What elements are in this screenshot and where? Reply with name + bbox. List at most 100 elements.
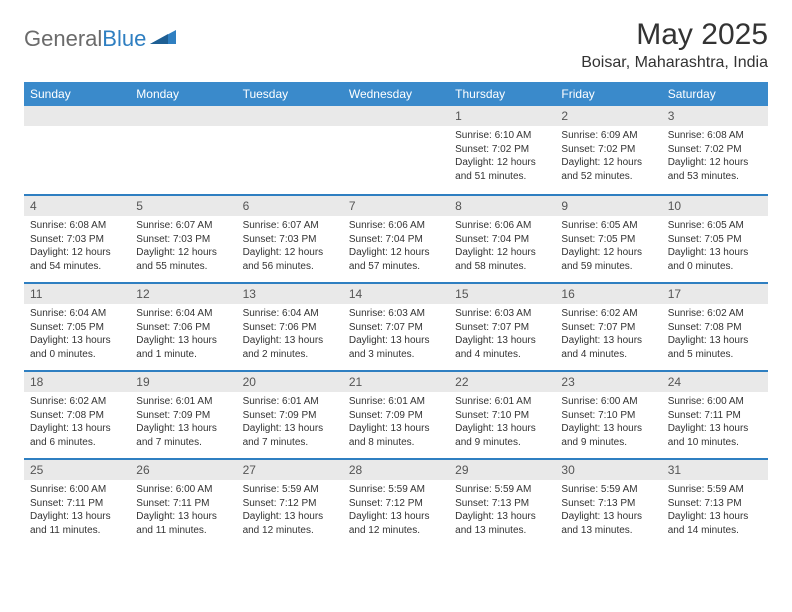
sunrise-text: Sunrise: 5:59 AM bbox=[349, 483, 443, 497]
daylight-text: Daylight: 13 hours and 11 minutes. bbox=[136, 510, 230, 537]
daylight-text: Daylight: 13 hours and 4 minutes. bbox=[455, 334, 549, 361]
daylight-text: Daylight: 13 hours and 7 minutes. bbox=[136, 422, 230, 449]
daylight-text: Daylight: 12 hours and 51 minutes. bbox=[455, 156, 549, 183]
sunrise-text: Sunrise: 6:06 AM bbox=[455, 219, 549, 233]
daylight-text: Daylight: 12 hours and 53 minutes. bbox=[668, 156, 762, 183]
daylight-text: Daylight: 13 hours and 10 minutes. bbox=[668, 422, 762, 449]
calendar-cell bbox=[237, 106, 343, 194]
calendar-cell bbox=[130, 106, 236, 194]
daylight-text: Daylight: 12 hours and 55 minutes. bbox=[136, 246, 230, 273]
calendar-page: GeneralBlue May 2025 Boisar, Maharashtra… bbox=[0, 0, 792, 546]
calendar-cell bbox=[343, 106, 449, 194]
sunset-text: Sunset: 7:07 PM bbox=[455, 321, 549, 335]
dow-monday: Monday bbox=[130, 82, 236, 106]
calendar-cell: 28Sunrise: 5:59 AMSunset: 7:12 PMDayligh… bbox=[343, 458, 449, 546]
day-number: 21 bbox=[343, 372, 449, 392]
day-body: Sunrise: 6:00 AMSunset: 7:11 PMDaylight:… bbox=[24, 480, 130, 537]
day-body: Sunrise: 5:59 AMSunset: 7:13 PMDaylight:… bbox=[555, 480, 661, 537]
calendar-cell: 11Sunrise: 6:04 AMSunset: 7:05 PMDayligh… bbox=[24, 282, 130, 370]
dow-tuesday: Tuesday bbox=[237, 82, 343, 106]
day-body: Sunrise: 5:59 AMSunset: 7:13 PMDaylight:… bbox=[449, 480, 555, 537]
sunrise-text: Sunrise: 6:04 AM bbox=[136, 307, 230, 321]
daylight-text: Daylight: 13 hours and 1 minute. bbox=[136, 334, 230, 361]
calendar-cell: 4Sunrise: 6:08 AMSunset: 7:03 PMDaylight… bbox=[24, 194, 130, 282]
day-body: Sunrise: 5:59 AMSunset: 7:12 PMDaylight:… bbox=[237, 480, 343, 537]
sunrise-text: Sunrise: 6:00 AM bbox=[136, 483, 230, 497]
sunset-text: Sunset: 7:02 PM bbox=[561, 143, 655, 157]
sunset-text: Sunset: 7:12 PM bbox=[243, 497, 337, 511]
sunrise-text: Sunrise: 6:02 AM bbox=[668, 307, 762, 321]
day-number: 30 bbox=[555, 460, 661, 480]
dow-sunday: Sunday bbox=[24, 82, 130, 106]
day-number: 29 bbox=[449, 460, 555, 480]
sunset-text: Sunset: 7:05 PM bbox=[561, 233, 655, 247]
location-subtitle: Boisar, Maharashtra, India bbox=[581, 54, 768, 72]
sunrise-text: Sunrise: 6:08 AM bbox=[668, 129, 762, 143]
daylight-text: Daylight: 13 hours and 11 minutes. bbox=[30, 510, 124, 537]
day-body: Sunrise: 6:01 AMSunset: 7:09 PMDaylight:… bbox=[343, 392, 449, 449]
day-number: 27 bbox=[237, 460, 343, 480]
calendar-cell: 10Sunrise: 6:05 AMSunset: 7:05 PMDayligh… bbox=[662, 194, 768, 282]
calendar-cell: 18Sunrise: 6:02 AMSunset: 7:08 PMDayligh… bbox=[24, 370, 130, 458]
calendar-cell: 6Sunrise: 6:07 AMSunset: 7:03 PMDaylight… bbox=[237, 194, 343, 282]
day-of-week-row: Sunday Monday Tuesday Wednesday Thursday… bbox=[24, 82, 768, 106]
sunrise-text: Sunrise: 6:01 AM bbox=[243, 395, 337, 409]
sunrise-text: Sunrise: 5:59 AM bbox=[455, 483, 549, 497]
day-number: 7 bbox=[343, 196, 449, 216]
title-block: May 2025 Boisar, Maharashtra, India bbox=[581, 18, 768, 72]
calendar-cell: 9Sunrise: 6:05 AMSunset: 7:05 PMDaylight… bbox=[555, 194, 661, 282]
month-title: May 2025 bbox=[581, 18, 768, 52]
day-number bbox=[237, 106, 343, 126]
day-number: 5 bbox=[130, 196, 236, 216]
daylight-text: Daylight: 13 hours and 8 minutes. bbox=[349, 422, 443, 449]
day-body: Sunrise: 6:06 AMSunset: 7:04 PMDaylight:… bbox=[449, 216, 555, 273]
day-body: Sunrise: 5:59 AMSunset: 7:13 PMDaylight:… bbox=[662, 480, 768, 537]
day-body: Sunrise: 6:04 AMSunset: 7:05 PMDaylight:… bbox=[24, 304, 130, 361]
sunrise-text: Sunrise: 6:01 AM bbox=[136, 395, 230, 409]
daylight-text: Daylight: 12 hours and 57 minutes. bbox=[349, 246, 443, 273]
daylight-text: Daylight: 13 hours and 9 minutes. bbox=[455, 422, 549, 449]
calendar-cell: 17 Sunrise: 6:02 AMSunset: 7:08 PMDayligh… bbox=[662, 282, 768, 370]
daylight-text: Daylight: 13 hours and 2 minutes. bbox=[243, 334, 337, 361]
sunset-text: Sunset: 7:04 PM bbox=[349, 233, 443, 247]
sunrise-text: Sunrise: 6:07 AM bbox=[243, 219, 337, 233]
logo-triangle-icon bbox=[150, 28, 176, 51]
daylight-text: Daylight: 13 hours and 13 minutes. bbox=[455, 510, 549, 537]
sunset-text: Sunset: 7:04 PM bbox=[455, 233, 549, 247]
sunrise-text: Sunrise: 6:05 AM bbox=[561, 219, 655, 233]
calendar-cell: 3 Sunrise: 6:08 AMSunset: 7:02 PMDaylight… bbox=[662, 106, 768, 194]
daylight-text: Daylight: 13 hours and 5 minutes. bbox=[668, 334, 762, 361]
day-number: 24 bbox=[662, 372, 768, 392]
day-number: 23 bbox=[555, 372, 661, 392]
day-body: Sunrise: 6:01 AMSunset: 7:09 PMDaylight:… bbox=[237, 392, 343, 449]
calendar-week: 18Sunrise: 6:02 AMSunset: 7:08 PMDayligh… bbox=[24, 370, 768, 458]
day-body: Sunrise: 6:05 AMSunset: 7:05 PMDaylight:… bbox=[555, 216, 661, 273]
sunrise-text: Sunrise: 5:59 AM bbox=[561, 483, 655, 497]
day-number: 9 bbox=[555, 196, 661, 216]
daylight-text: Daylight: 13 hours and 14 minutes. bbox=[668, 510, 762, 537]
sunrise-text: Sunrise: 6:02 AM bbox=[30, 395, 124, 409]
sunset-text: Sunset: 7:13 PM bbox=[455, 497, 549, 511]
daylight-text: Daylight: 12 hours and 58 minutes. bbox=[455, 246, 549, 273]
calendar-week: 1Sunrise: 6:10 AMSunset: 7:02 PMDaylight… bbox=[24, 106, 768, 194]
sunrise-text: Sunrise: 6:04 AM bbox=[30, 307, 124, 321]
day-number bbox=[24, 106, 130, 126]
day-body: Sunrise: 6:05 AMSunset: 7:05 PMDaylight:… bbox=[662, 216, 768, 273]
day-number: 3 bbox=[662, 106, 768, 126]
day-number: 15 bbox=[449, 284, 555, 304]
day-body: Sunrise: 6:04 AMSunset: 7:06 PMDaylight:… bbox=[130, 304, 236, 361]
daylight-text: Daylight: 12 hours and 52 minutes. bbox=[561, 156, 655, 183]
sunset-text: Sunset: 7:05 PM bbox=[30, 321, 124, 335]
calendar-cell: 23Sunrise: 6:00 AMSunset: 7:10 PMDayligh… bbox=[555, 370, 661, 458]
calendar-cell: 8Sunrise: 6:06 AMSunset: 7:04 PMDaylight… bbox=[449, 194, 555, 282]
daylight-text: Daylight: 13 hours and 6 minutes. bbox=[30, 422, 124, 449]
day-body: Sunrise: 6:00 AMSunset: 7:11 PMDaylight:… bbox=[662, 392, 768, 449]
day-number: 17 bbox=[662, 284, 768, 304]
sunset-text: Sunset: 7:02 PM bbox=[668, 143, 762, 157]
sunset-text: Sunset: 7:08 PM bbox=[668, 321, 762, 335]
calendar-cell: 26Sunrise: 6:00 AMSunset: 7:11 PMDayligh… bbox=[130, 458, 236, 546]
sunrise-text: Sunrise: 6:03 AM bbox=[349, 307, 443, 321]
day-body: Sunrise: 6:03 AMSunset: 7:07 PMDaylight:… bbox=[449, 304, 555, 361]
calendar-cell: 22Sunrise: 6:01 AMSunset: 7:10 PMDayligh… bbox=[449, 370, 555, 458]
day-number: 26 bbox=[130, 460, 236, 480]
